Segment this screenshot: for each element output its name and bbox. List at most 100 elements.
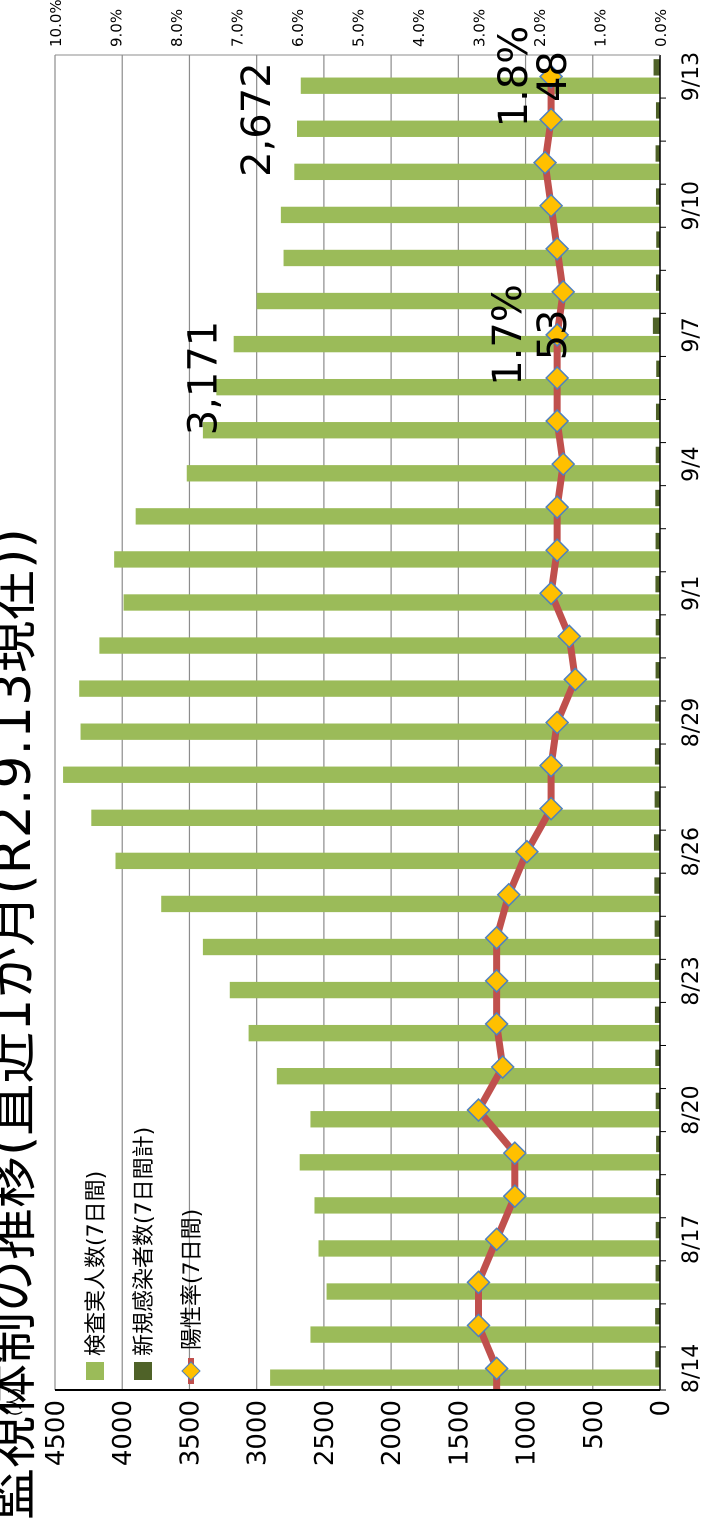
positivity-marker <box>539 193 564 218</box>
bar-tests <box>79 680 660 697</box>
bar-cases <box>654 963 661 980</box>
bar-tests <box>216 378 660 396</box>
bar-tests <box>248 1024 660 1042</box>
y2-tick-label: 8.0% <box>168 9 186 47</box>
positivity-line <box>466 64 588 1390</box>
bar-cases <box>656 1135 661 1153</box>
positivity-marker <box>557 624 582 649</box>
y-tick-label: 4500 <box>41 1400 71 1466</box>
bar-cases <box>654 1006 661 1023</box>
bar-tests <box>114 551 660 568</box>
positivity-marker <box>539 581 564 606</box>
x-tick-label: 9/10 <box>679 181 704 230</box>
legend-swatch-rate-marker <box>181 1361 201 1381</box>
annotation-label: 2,672 <box>234 62 280 177</box>
bar-cases <box>655 1264 661 1282</box>
bar-cases <box>654 920 660 937</box>
bar-tests <box>135 508 660 525</box>
x-tick-label: 8/14 <box>679 1344 704 1393</box>
legend-swatch-tests <box>86 1362 104 1380</box>
bar-cases <box>655 403 661 421</box>
bar-cases <box>654 791 660 808</box>
annotation-label: 1.8% <box>491 26 537 128</box>
bar-tests <box>300 77 660 94</box>
bar-cases <box>655 1178 661 1196</box>
bar-cases <box>655 1351 660 1368</box>
left-unit-label: (人) <box>5 1388 24 1417</box>
positivity-marker <box>545 236 570 261</box>
chart-title: 監視体制の推移(直近1か月(R2.9.13現在)) <box>0 528 43 1520</box>
positivity-marker <box>502 1184 527 1209</box>
positivity-marker <box>496 882 521 907</box>
bar-cases <box>654 748 661 765</box>
y2-tick-label: 9.0% <box>108 9 126 47</box>
bar-cases <box>652 317 661 334</box>
bar-tests <box>314 1197 660 1214</box>
bar-cases <box>655 1049 660 1067</box>
legend: 検査実人数(7日間) 新規感染者数(7日間計) 陽性率(7日間) <box>84 1127 205 1384</box>
positivity-marker <box>563 667 588 692</box>
positivity-marker <box>545 365 570 391</box>
bar-cases <box>655 446 660 464</box>
annotation-label: 53 <box>530 309 576 360</box>
bar-tests <box>99 637 661 654</box>
bar-cases <box>655 705 660 722</box>
y2-tick-label: 2.0% <box>531 9 549 47</box>
positivity-marker <box>532 150 558 175</box>
positivity-marker <box>466 1098 491 1123</box>
bar-cases <box>655 1092 660 1110</box>
bar-cases <box>655 1308 660 1325</box>
bar-tests <box>270 1369 660 1386</box>
bar-tests <box>80 723 661 740</box>
positivity-marker <box>539 753 564 778</box>
positivity-marker <box>502 1141 527 1166</box>
bar-cases <box>656 231 660 248</box>
x-tick-label: 9/4 <box>679 446 704 481</box>
bar-cases <box>655 102 661 119</box>
positivity-marker <box>484 1011 509 1037</box>
positivity-marker <box>545 322 570 347</box>
y2-tick-label: 10.0% <box>47 0 65 47</box>
positivity-marker <box>484 968 509 993</box>
bar-tests <box>63 766 661 783</box>
positivity-marker <box>484 1356 509 1381</box>
x-tick-label: 8/17 <box>679 1215 704 1264</box>
bar-tests <box>91 809 661 826</box>
positivity-marker <box>545 538 570 563</box>
y-tick-label: 1500 <box>444 1400 474 1466</box>
bar-cases <box>655 274 661 291</box>
legend-label-tests: 検査実人数(7日間) <box>84 1171 109 1356</box>
y2-tick-label: 6.0% <box>289 9 307 47</box>
y2-tick-label: 1.0% <box>592 9 610 47</box>
positivity-marker <box>545 495 570 520</box>
annotations: 3,171 2,672 1.7% 1.8% 53 48 <box>180 26 576 436</box>
labels: 監視体制の推移(直近1か月(R2.9.13現在)) (人) <box>0 528 43 1520</box>
y-tick-label: 3500 <box>175 1400 205 1466</box>
legend-label-rate: 陽性率(7日間) <box>180 1209 205 1350</box>
positivity-marker <box>539 107 564 132</box>
bar-cases <box>655 145 661 162</box>
bar-tests <box>283 249 660 267</box>
bar-tests <box>202 422 660 439</box>
legend-swatch-cases <box>134 1362 152 1380</box>
bar-tests <box>115 852 660 870</box>
x-tick-label: 9/13 <box>679 52 704 101</box>
bar-tests <box>161 895 660 913</box>
positivity-marker <box>484 925 509 950</box>
legend-label-cases: 新規感染者数(7日間計) <box>132 1127 157 1356</box>
y-tick-label: 4000 <box>108 1400 138 1466</box>
bar-cases <box>654 877 660 894</box>
bar-cases <box>653 834 661 851</box>
y2-tick-label: 0.0% <box>652 9 670 47</box>
positivity-marker <box>545 408 570 434</box>
positivity-marker <box>551 279 576 304</box>
positivity-marker <box>514 839 539 864</box>
x-tick-label: 8/29 <box>679 698 704 747</box>
positivity-marker <box>466 1313 491 1338</box>
x-tick-label: 9/1 <box>679 576 704 611</box>
y2-tick-label: 4.0% <box>410 9 428 47</box>
bar-tests <box>229 981 660 999</box>
y-tick-label: 3000 <box>243 1400 273 1466</box>
